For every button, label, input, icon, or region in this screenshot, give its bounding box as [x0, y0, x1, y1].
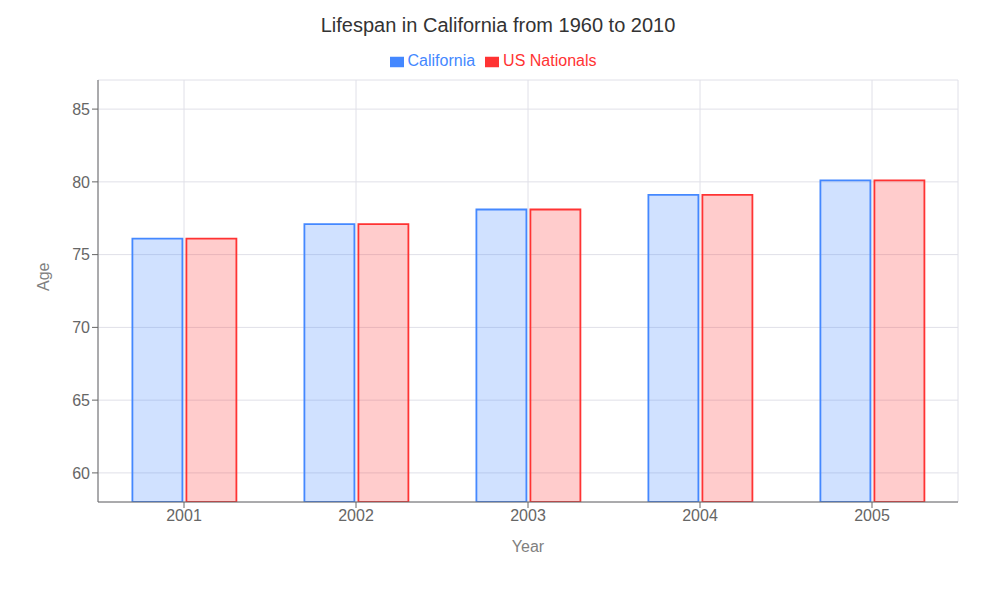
- svg-text:85: 85: [72, 101, 90, 118]
- html-text:California: California: [407, 52, 476, 69]
- svg-text:60: 60: [72, 465, 90, 482]
- svg-text:2003: 2003: [510, 507, 546, 524]
- svg-text:2004: 2004: [682, 507, 718, 524]
- svg-text:70: 70: [72, 319, 90, 336]
- svg-text:2001: 2001: [166, 507, 202, 524]
- svg-text:75: 75: [72, 246, 90, 263]
- svg-text:Age: Age: [35, 262, 52, 291]
- svg-text:80: 80: [72, 174, 90, 191]
- svg-text:65: 65: [72, 392, 90, 409]
- html-text:Lifespan in California from 19: Lifespan in California from 1960 to 2010: [320, 14, 676, 36]
- svg-text:2005: 2005: [854, 507, 890, 524]
- svg-text:Year: Year: [512, 538, 545, 555]
- svg-text:2002: 2002: [338, 507, 374, 524]
- html-text:US Nationals: US Nationals: [503, 52, 597, 69]
